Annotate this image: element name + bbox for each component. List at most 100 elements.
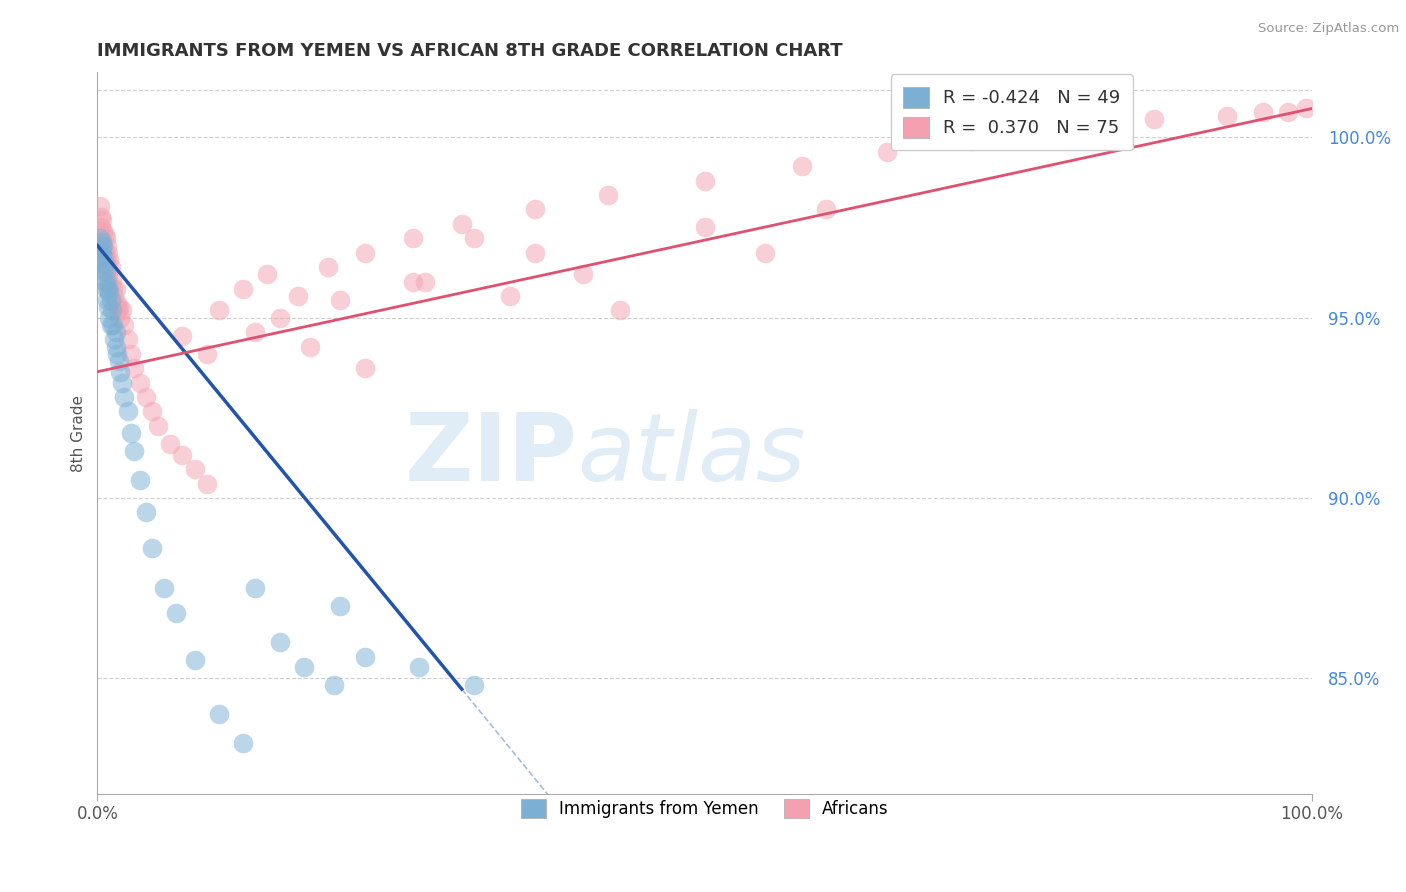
Point — [93, 238, 115, 252]
Point — [413, 275, 436, 289]
Point — [90, 256, 112, 270]
Y-axis label: 8th Grade: 8th Grade — [72, 394, 86, 472]
Point — [195, 476, 218, 491]
Point — [111, 376, 134, 390]
Text: Source: ZipAtlas.com: Source: ZipAtlas.com — [1258, 22, 1399, 36]
Point — [112, 390, 135, 404]
Point — [208, 707, 231, 722]
Point — [402, 231, 425, 245]
Point — [100, 293, 122, 307]
Point — [110, 365, 132, 379]
Point — [96, 275, 118, 289]
Point — [572, 268, 595, 282]
Point — [499, 289, 522, 303]
Point — [94, 282, 117, 296]
Point — [183, 653, 205, 667]
Point — [101, 282, 124, 296]
Point — [596, 188, 619, 202]
Legend: Immigrants from Yemen, Africans: Immigrants from Yemen, Africans — [515, 792, 896, 825]
Point — [1057, 120, 1080, 134]
Point — [110, 310, 132, 325]
Point — [172, 328, 194, 343]
Point — [100, 260, 122, 275]
Point — [101, 318, 124, 332]
Point — [183, 462, 205, 476]
Text: atlas: atlas — [576, 409, 806, 500]
Point — [93, 224, 115, 238]
Point — [97, 245, 120, 260]
Point — [105, 296, 128, 310]
Point — [96, 293, 118, 307]
Point — [97, 268, 120, 282]
Point — [463, 231, 485, 245]
Point — [165, 607, 187, 621]
Point — [98, 285, 121, 300]
Point — [104, 325, 127, 339]
Point — [693, 173, 716, 187]
Point — [94, 264, 117, 278]
Point — [128, 376, 150, 390]
Point — [408, 660, 430, 674]
Point — [112, 318, 135, 332]
Point — [141, 404, 163, 418]
Point — [93, 256, 115, 270]
Point — [523, 202, 546, 217]
Point — [108, 300, 131, 314]
Text: ZIP: ZIP — [405, 409, 576, 500]
Point — [93, 238, 115, 252]
Point — [1143, 112, 1166, 127]
Point — [316, 260, 339, 275]
Point — [111, 303, 134, 318]
Point — [101, 275, 124, 289]
Point — [105, 347, 128, 361]
Point — [97, 300, 120, 314]
Point — [117, 332, 139, 346]
Point — [90, 242, 112, 256]
Point — [256, 268, 278, 282]
Point — [103, 332, 125, 346]
Point — [195, 347, 218, 361]
Point — [790, 159, 813, 173]
Point — [172, 448, 194, 462]
Point — [1295, 102, 1317, 116]
Point — [93, 245, 115, 260]
Text: IMMIGRANTS FROM YEMEN VS AFRICAN 8TH GRADE CORRELATION CHART: IMMIGRANTS FROM YEMEN VS AFRICAN 8TH GRA… — [97, 42, 844, 60]
Point — [232, 282, 254, 296]
Point — [135, 390, 157, 404]
Point — [104, 339, 127, 353]
Point — [117, 404, 139, 418]
Point — [153, 581, 176, 595]
Point — [122, 361, 145, 376]
Point — [91, 235, 114, 249]
Point — [815, 202, 838, 217]
Point — [98, 275, 121, 289]
Point — [1277, 105, 1299, 120]
Point — [609, 303, 631, 318]
Point — [94, 231, 117, 245]
Point — [122, 444, 145, 458]
Point — [101, 303, 124, 318]
Point — [523, 245, 546, 260]
Point — [463, 678, 485, 692]
Point — [232, 736, 254, 750]
Point — [402, 275, 425, 289]
Point — [292, 660, 315, 674]
Point — [754, 245, 776, 260]
Point — [693, 220, 716, 235]
Point — [89, 231, 111, 245]
Point — [1216, 109, 1239, 123]
Point — [450, 217, 472, 231]
Point — [146, 418, 169, 433]
Point — [245, 325, 267, 339]
Point — [323, 678, 346, 692]
Point — [135, 505, 157, 519]
Point — [96, 238, 118, 252]
Point — [269, 635, 291, 649]
Point — [120, 347, 142, 361]
Point — [96, 260, 118, 275]
Point — [93, 275, 115, 289]
Point — [98, 252, 121, 267]
Point — [100, 318, 122, 332]
Point — [128, 473, 150, 487]
Point — [107, 303, 129, 318]
